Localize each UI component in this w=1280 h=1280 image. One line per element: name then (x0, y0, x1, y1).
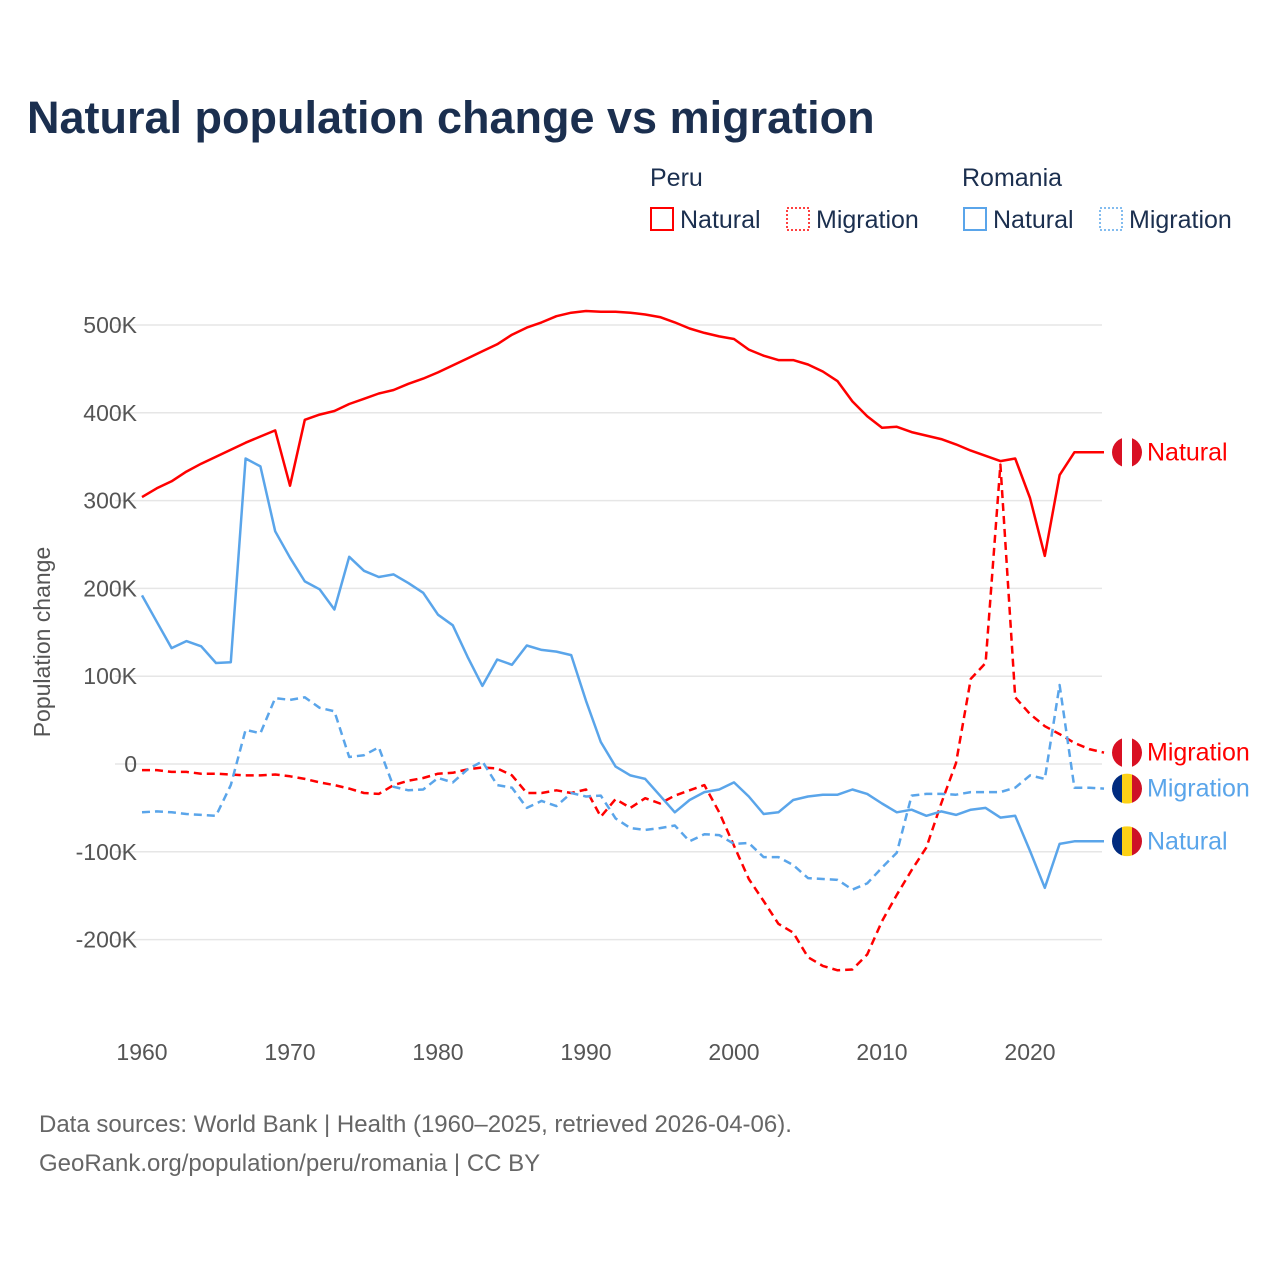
flag-romania-icon (1112, 773, 1142, 804)
flag-peru-icon (1112, 437, 1142, 468)
x-ticks: 1960 1970 1980 1990 2000 2010 2020 (116, 1039, 1055, 1065)
legend-romania-natural[interactable]: Natural (993, 206, 1074, 234)
y-tick-label: -200K (76, 927, 138, 953)
end-label-peru-natural: Natural (1147, 438, 1228, 466)
gridlines (115, 324, 1102, 941)
series-lines (140, 309, 1105, 972)
y-tick-label: 400K (83, 400, 137, 426)
x-tick-label: 1980 (412, 1039, 463, 1065)
y-tick-label: 300K (83, 488, 137, 514)
flag-peru-icon (1112, 737, 1142, 768)
x-tick-label: 2010 (856, 1039, 907, 1065)
series-romania-natural[interactable] (140, 457, 1104, 890)
legend-swatch-peru-migration (786, 207, 810, 231)
y-tick-label: 100K (83, 663, 137, 689)
legend-group-romania: Romania (962, 164, 1062, 192)
x-tick-label: 1990 (560, 1039, 611, 1065)
x-tick-label: 1970 (264, 1039, 315, 1065)
series-peru-migration[interactable] (142, 463, 1105, 972)
y-tick-label: 500K (83, 312, 137, 338)
credit-link[interactable]: GeoRank.org/population/peru/romania | CC… (39, 1150, 540, 1177)
legend-peru-migration[interactable]: Migration (816, 206, 919, 234)
x-tick-label: 2020 (1004, 1039, 1055, 1065)
series-romania-migration[interactable] (141, 683, 1105, 891)
legend-swatch-peru-natural (650, 207, 674, 231)
legend-peru-natural[interactable]: Natural (680, 206, 761, 234)
y-tick-label: 0 (124, 751, 137, 777)
legend: Peru Natural Migration Romania Natural M… (650, 164, 1232, 234)
flag-romania-icon (1112, 826, 1142, 857)
source-note: Data sources: World Bank | Health (1960–… (39, 1111, 792, 1138)
legend-swatch-romania-migration (1099, 207, 1123, 231)
y-axis-label: Population change (29, 547, 55, 738)
end-label-peru-migration: Migration (1147, 739, 1250, 767)
y-ticks: 500K 400K 300K 200K 100K 0 -100K -200K (76, 312, 138, 953)
x-tick-label: 2000 (708, 1039, 759, 1065)
y-tick-label: -100K (76, 839, 138, 865)
end-label-romania-migration: Migration (1147, 775, 1250, 803)
end-labels: Natural Migration Migration Natural (1112, 437, 1250, 857)
legend-romania-migration[interactable]: Migration (1129, 206, 1232, 234)
chart-title: Natural population change vs migration (27, 92, 875, 143)
end-label-romania-natural: Natural (1147, 827, 1228, 855)
legend-swatch-romania-natural (963, 207, 987, 231)
legend-group-peru: Peru (650, 164, 703, 192)
x-tick-label: 1960 (116, 1039, 167, 1065)
y-tick-label: 200K (83, 575, 137, 601)
series-peru-natural[interactable] (141, 309, 1104, 558)
